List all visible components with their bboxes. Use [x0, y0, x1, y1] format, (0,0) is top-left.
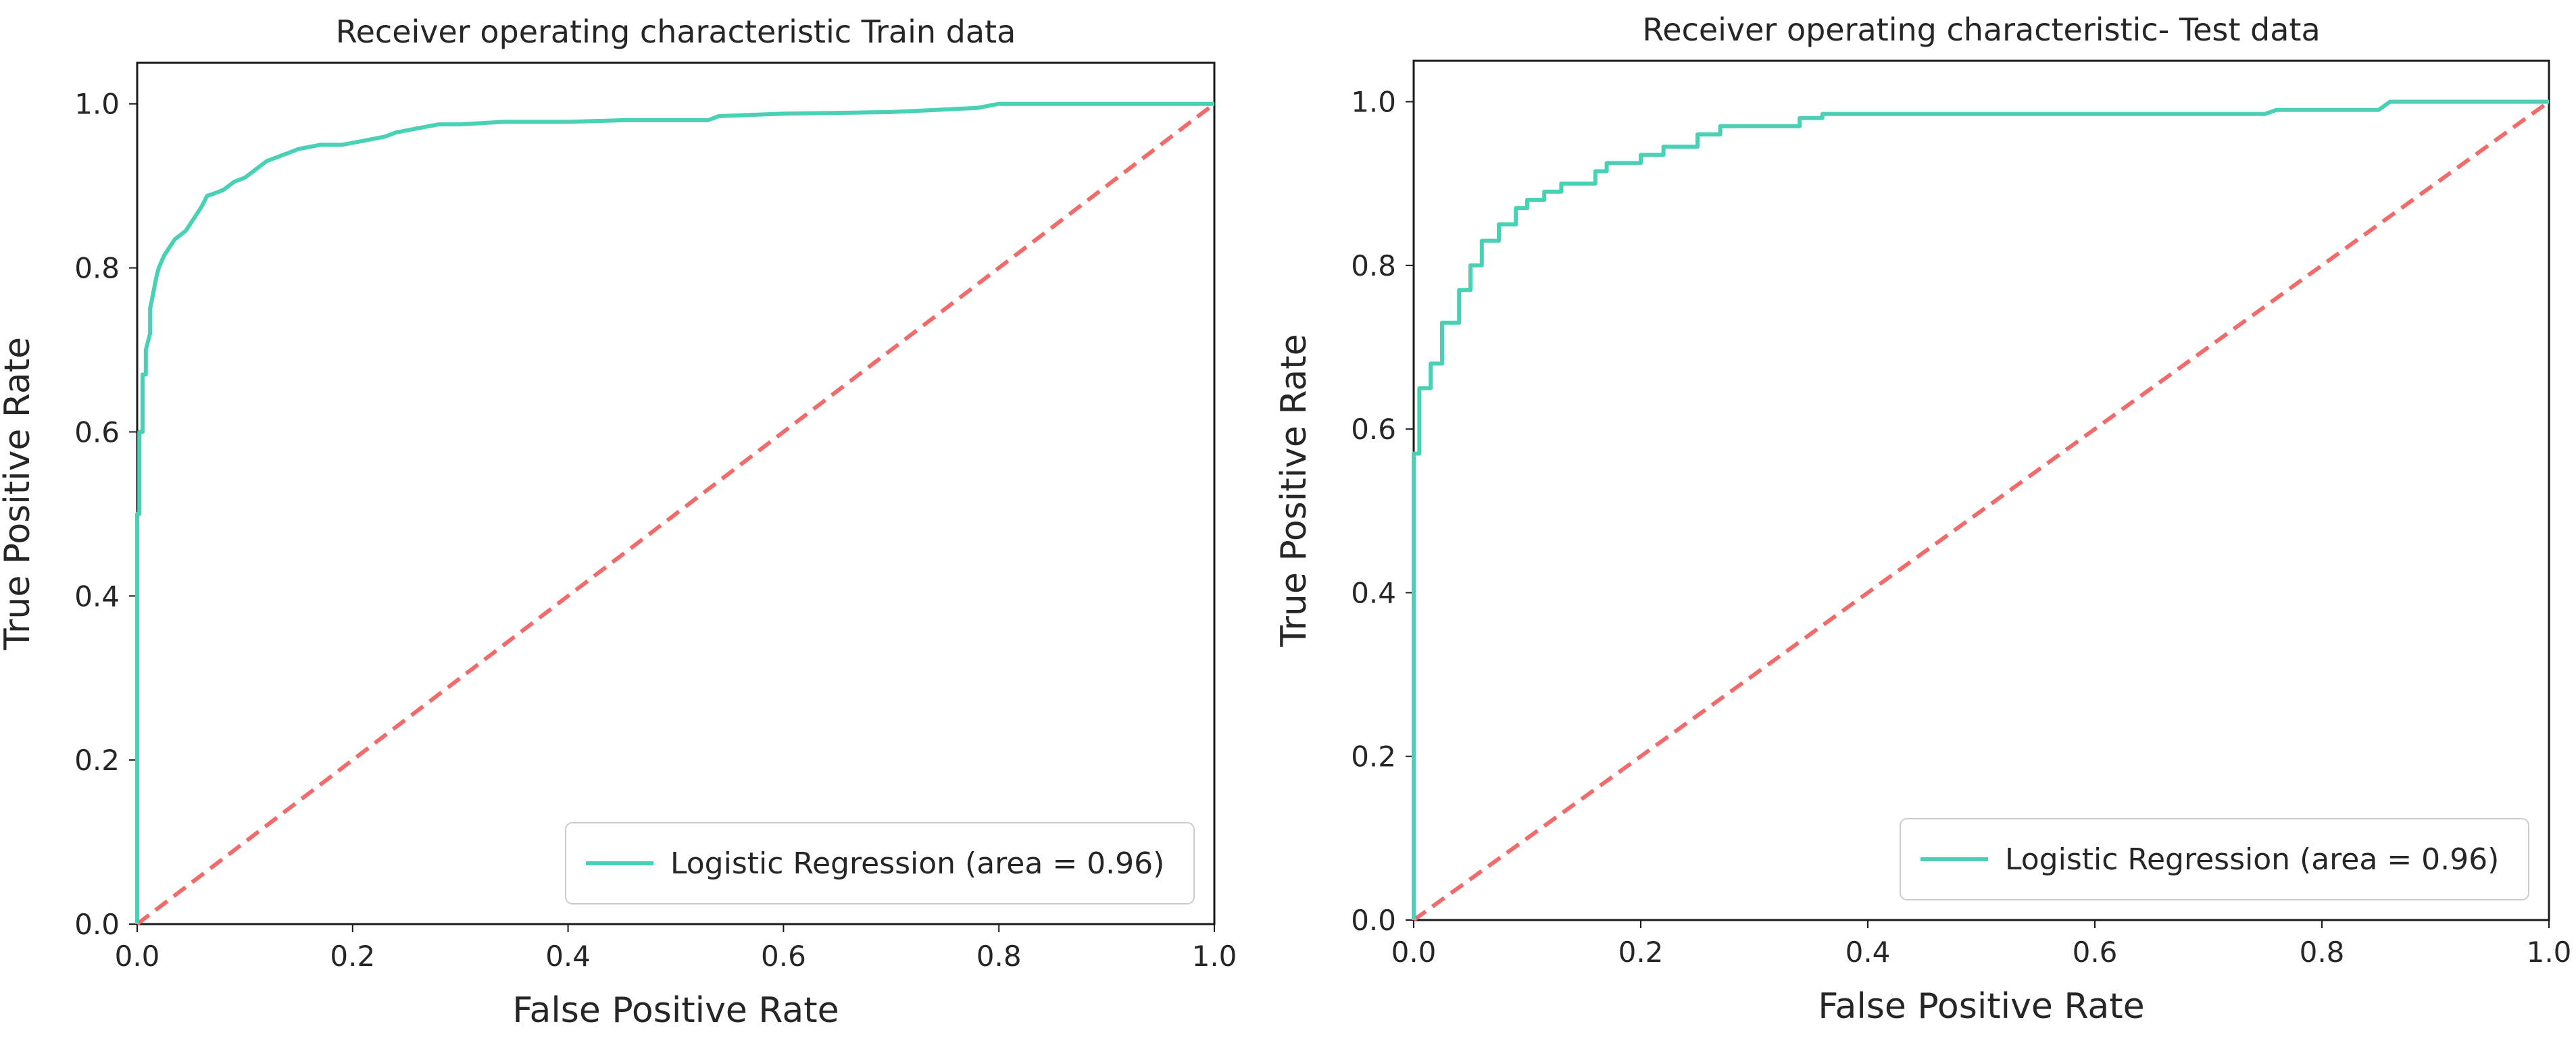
y-tick-label: 0.0 [74, 908, 120, 941]
y-tick-label: 0.6 [74, 415, 120, 449]
roc-curve-line [1412, 99, 2549, 920]
roc-train-chart: Receiver operating characteristic Train … [0, 14, 1237, 1031]
y-tick-label: 0.0 [1351, 904, 1396, 937]
y-tick-label: 0.4 [74, 580, 120, 613]
y-tick-label: 0.8 [74, 252, 120, 285]
y-tick-label: 0.2 [1351, 740, 1396, 773]
plot-frame [136, 61, 1216, 925]
legend-box [565, 822, 1195, 904]
y-tick-label: 0.4 [1351, 576, 1396, 609]
y-tick-label: 1.0 [74, 88, 120, 121]
y-tick-label: 0.8 [1351, 249, 1396, 282]
x-axis-ticks: 0.0 0.2 0.4 0.6 0.8 1.0 [1391, 920, 2572, 969]
x-tick-label: 0.6 [2073, 936, 2118, 969]
roc-test-chart: Receiver operating characteristic- Test … [1274, 11, 2571, 1027]
x-tick-label: 0.4 [1846, 936, 1891, 969]
chance-diagonal-line [136, 102, 1216, 926]
chance-diagonal-line [1412, 100, 2550, 922]
legend-box [1900, 818, 2529, 900]
y-tick-label: 0.6 [1351, 413, 1396, 446]
y-axis-ticks: 0.0 0.2 0.4 0.6 0.8 1.0 [1351, 86, 1414, 937]
x-tick-label: 1.0 [1192, 940, 1237, 973]
x-tick-label: 0.8 [976, 940, 1022, 973]
plot-frame [1412, 59, 2550, 921]
x-tick-label: 0.6 [761, 940, 806, 973]
x-tick-label: 0.8 [2300, 936, 2345, 969]
roc-curve-line [135, 101, 1214, 924]
y-axis-label: True Positive Rate [0, 337, 38, 651]
y-axis-ticks: 0.0 0.2 0.4 0.6 0.8 1.0 [74, 88, 137, 941]
x-tick-label: 0.0 [115, 940, 160, 973]
legend: Logistic Regression (area = 0.96) [1900, 818, 2529, 900]
x-tick-label: 0.2 [1618, 936, 1664, 969]
y-tick-label: 0.2 [74, 744, 120, 777]
x-tick-label: 0.2 [330, 940, 375, 973]
x-axis-label: False Positive Rate [1818, 986, 2144, 1027]
x-tick-label: 1.0 [2527, 936, 2572, 969]
x-axis-ticks: 0.0 0.2 0.4 0.6 0.8 1.0 [115, 924, 1237, 973]
legend-label: Logistic Regression (area = 0.96) [2005, 842, 2499, 877]
legend-label: Logistic Regression (area = 0.96) [670, 846, 1164, 881]
x-tick-label: 0.0 [1391, 936, 1437, 969]
y-tick-label: 1.0 [1351, 86, 1396, 119]
chart-title: Receiver operating characteristic Train … [336, 14, 1016, 50]
chart-title: Receiver operating characteristic- Test … [1642, 11, 2320, 48]
y-axis-label: True Positive Rate [1274, 334, 1314, 647]
legend: Logistic Regression (area = 0.96) [565, 822, 1195, 904]
x-tick-label: 0.4 [545, 940, 591, 973]
x-axis-label: False Positive Rate [512, 990, 839, 1031]
